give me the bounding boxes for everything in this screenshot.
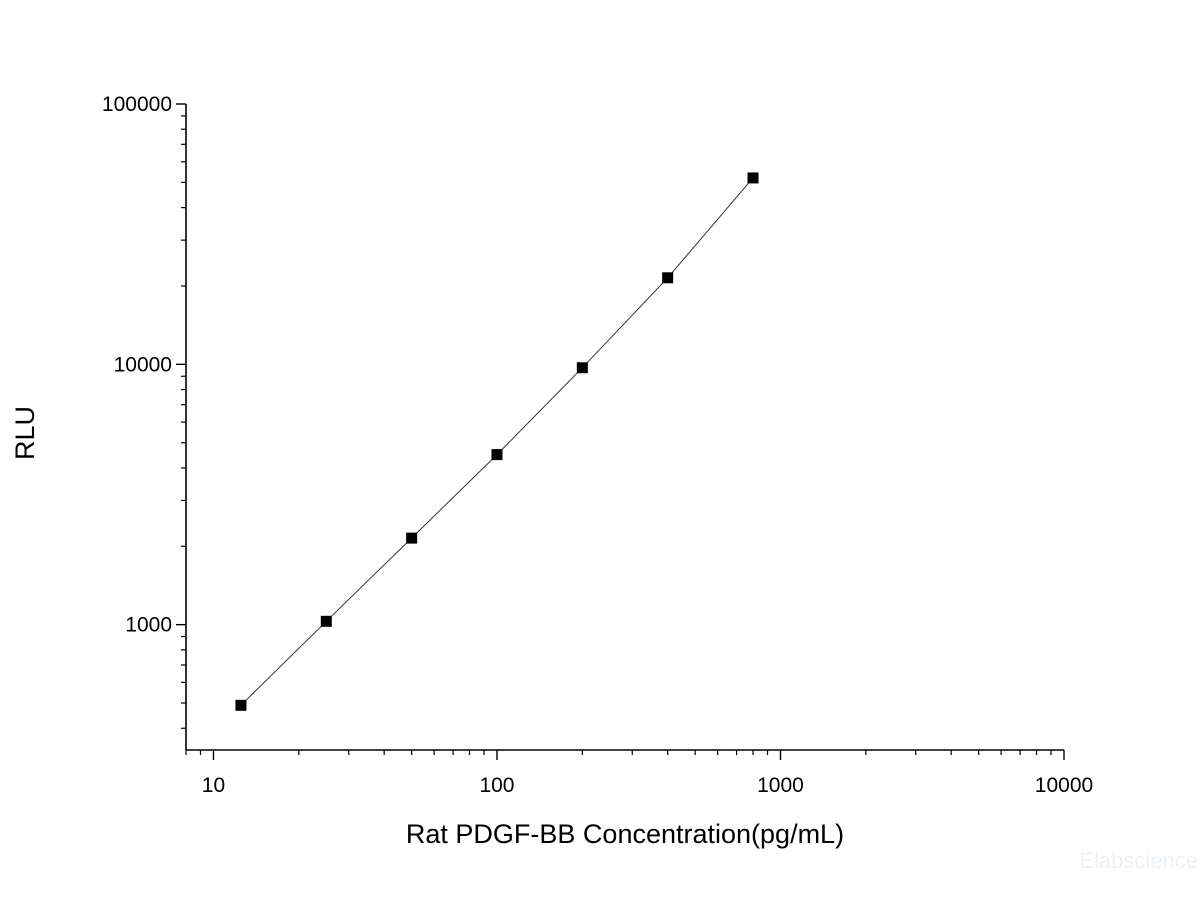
data-point-marker [491, 449, 503, 461]
y-tick-label: 10000 [114, 353, 172, 376]
y-tick-label: 100000 [102, 93, 172, 116]
data-point-marker [662, 272, 674, 284]
data-point-marker [747, 172, 759, 184]
data-point-marker [235, 699, 247, 711]
watermark: Elabscience [1079, 848, 1198, 873]
data-point-marker [406, 532, 418, 544]
fit-line [240, 177, 754, 706]
x-tick-label: 100 [479, 774, 514, 797]
x-tick-label: 10 [202, 774, 225, 797]
y-tick-label: 1000 [125, 614, 172, 637]
x-axis-title: Rat PDGF-BB Concentration(pg/mL) [406, 819, 844, 849]
data-point-marker [576, 362, 588, 374]
y-axis-title: RLU [10, 406, 40, 460]
data-series [235, 172, 759, 711]
data-point-marker [320, 615, 332, 627]
x-tick-label: 10000 [1035, 774, 1093, 797]
x-tick-label: 1000 [757, 774, 804, 797]
axes: 10 100 1000 10000 1000 10000 100000 [102, 93, 1093, 797]
